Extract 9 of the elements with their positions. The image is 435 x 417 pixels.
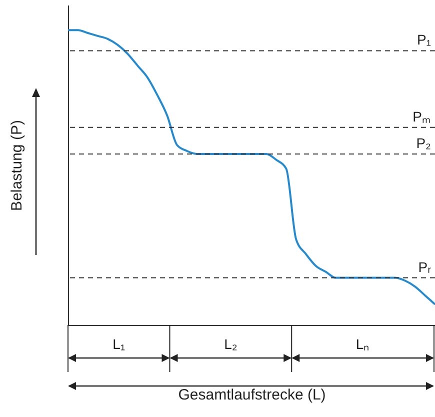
ref-line-label: Pₘ: [412, 108, 431, 124]
ref-line-label: Pᵣ: [418, 258, 432, 275]
text: L₂: [224, 336, 238, 352]
y-axis-title: Belastung (P): [8, 120, 26, 211]
x-axis-title: Gesamtlaufstrecke (L): [178, 386, 326, 404]
text: L₁: [112, 336, 126, 352]
text: Lₙ: [356, 336, 370, 352]
ref-line-label: P₂: [416, 134, 431, 151]
ref-line-label: P₁: [416, 32, 432, 48]
